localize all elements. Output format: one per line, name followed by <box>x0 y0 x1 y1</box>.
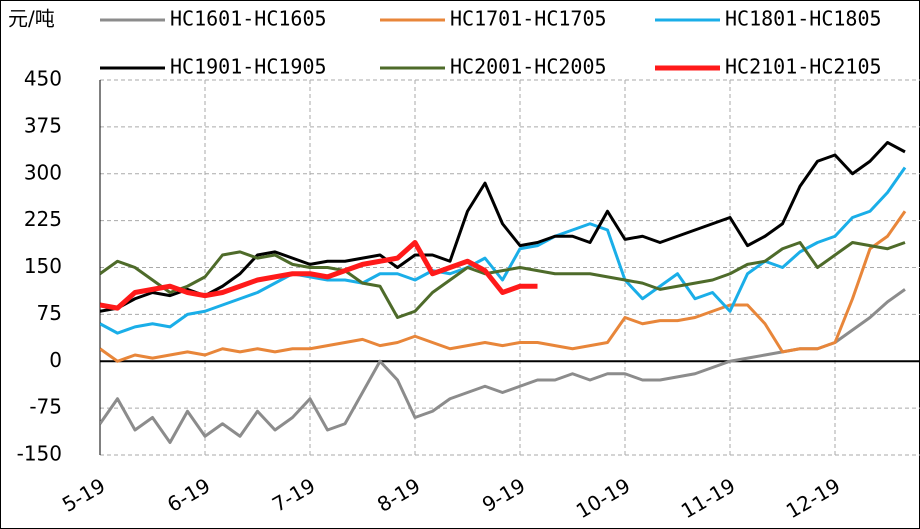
legend-label: HC2001-HC2005 <box>450 55 607 79</box>
y-tick-label: 375 <box>24 113 62 137</box>
series-line <box>100 288 906 444</box>
x-tick-label: 6-19 <box>163 473 214 516</box>
y-tick-label: 300 <box>24 160 62 184</box>
x-tick-label: 8-19 <box>373 473 424 516</box>
x-tick-label: 7-19 <box>268 473 319 516</box>
legend-label: HC1901-HC1905 <box>170 55 327 79</box>
series-line <box>100 241 906 319</box>
y-tick-label: 0 <box>49 348 62 372</box>
legend-label: HC1601-HC1605 <box>170 7 327 31</box>
series-line <box>100 210 907 363</box>
x-tick-label: 5-19 <box>58 473 109 516</box>
y-tick-label: 225 <box>24 207 62 231</box>
series-line <box>100 141 906 313</box>
legend-label: HC2101-HC2105 <box>725 55 882 79</box>
legend-label: HC1801-HC1805 <box>725 7 882 31</box>
y-tick-label: -150 <box>17 442 62 466</box>
series-line <box>100 240 538 311</box>
x-tick-label: 11-19 <box>677 473 739 523</box>
legend-label: HC1701-HC1705 <box>450 7 607 31</box>
y-tick-label: -75 <box>29 395 62 419</box>
x-tick-label: 10-19 <box>572 473 634 523</box>
y-tick-label: 450 <box>24 67 62 91</box>
y-tick-label: 75 <box>37 301 62 325</box>
series-line <box>100 166 907 335</box>
x-tick-label: 12-19 <box>782 473 844 523</box>
x-tick-label: 9-19 <box>478 473 529 516</box>
y-tick-label: 150 <box>24 254 62 278</box>
unit-label: 元/吨 <box>8 7 55 31</box>
